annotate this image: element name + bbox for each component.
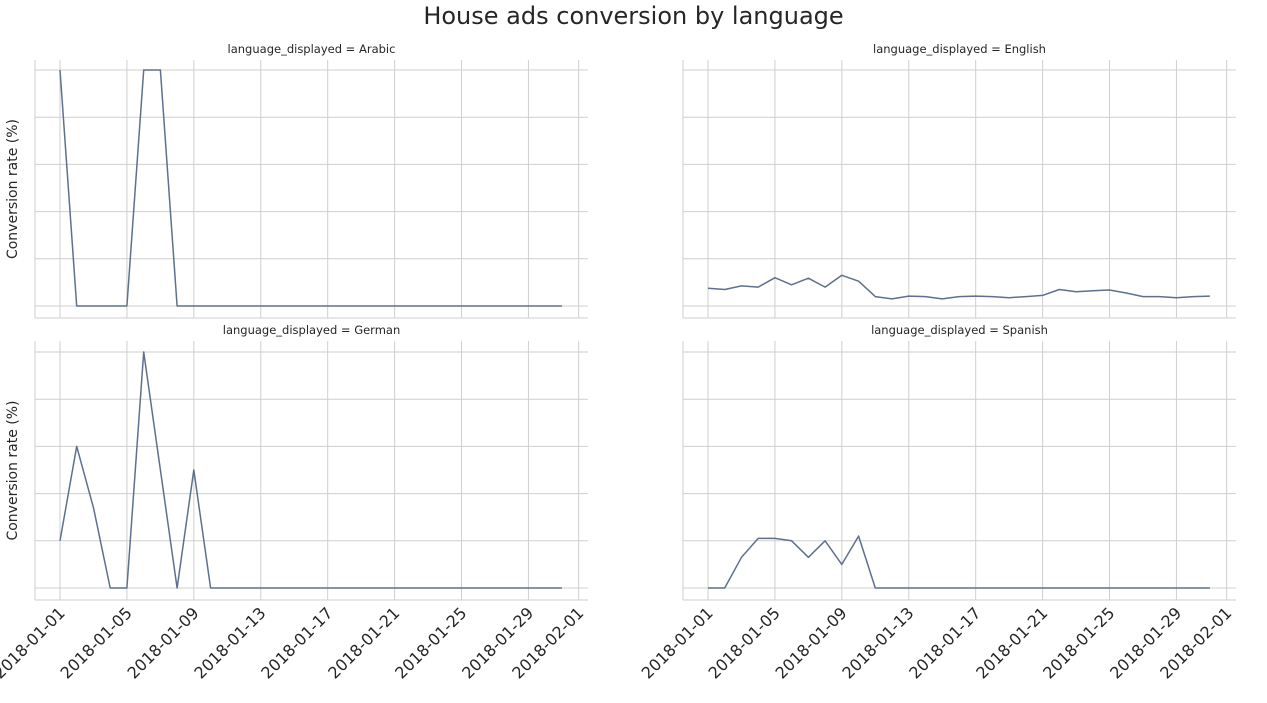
series-line bbox=[59, 69, 562, 307]
y-axis-label: Conversion rate (%) bbox=[5, 119, 21, 259]
panel-title: language_displayed = English bbox=[873, 42, 1046, 56]
series-line bbox=[59, 351, 562, 589]
series-line bbox=[707, 274, 1210, 300]
panel-title: language_displayed = Arabic bbox=[228, 42, 396, 56]
y-axis-label: Conversion rate (%) bbox=[5, 400, 21, 540]
panel-title: language_displayed = German bbox=[223, 323, 401, 337]
figure-title: House ads conversion by language bbox=[423, 2, 844, 30]
panel-title: language_displayed = Spanish bbox=[871, 323, 1048, 337]
series-line bbox=[708, 535, 1210, 589]
